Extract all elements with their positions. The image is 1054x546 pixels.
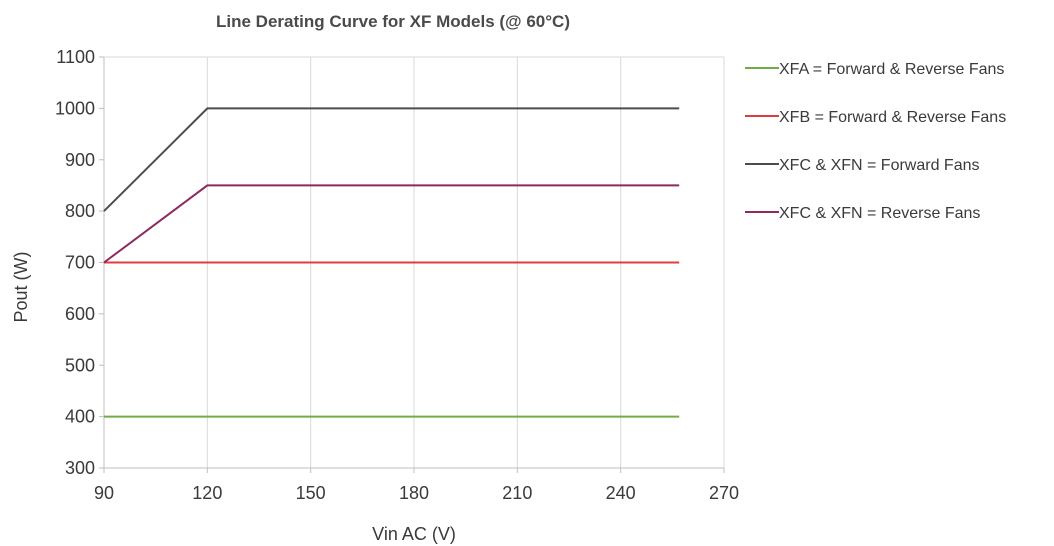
legend: XFA = Forward & Reverse Fans XFB = Forwar…	[745, 61, 1006, 222]
x-axis-label: Vin AC (V)	[372, 524, 456, 544]
x-tick-label: 180	[399, 483, 429, 503]
x-tick-label: 210	[502, 483, 532, 503]
y-tick-label: 300	[65, 458, 95, 478]
legend-label: XFC & XFN = Reverse Fans	[779, 205, 980, 222]
x-tick-label: 90	[94, 483, 114, 503]
series-line-3	[103, 107, 680, 212]
y-tick-label: 600	[65, 304, 95, 324]
x-tick-label: 150	[296, 483, 326, 503]
y-axis-ticks: 300 400 500 600 700 800 900 1000 1100	[55, 47, 104, 478]
x-tick-label: 120	[192, 483, 222, 503]
x-tick-label: 240	[606, 483, 636, 503]
series-line-4	[103, 184, 680, 264]
x-axis-ticks: 90 120 150 180 210 240 270	[94, 468, 739, 503]
legend-label: XFA = Forward & Reverse Fans	[779, 61, 1004, 78]
y-tick-label: 500	[65, 355, 95, 375]
y-tick-label: 700	[65, 253, 95, 273]
y-axis-label: Pout (W)	[11, 251, 31, 322]
y-tick-label: 1000	[55, 98, 95, 118]
y-tick-label: 800	[65, 201, 95, 221]
chart-title: Line Derating Curve for XF Models (@ 60°…	[216, 12, 570, 31]
legend-label: XFB = Forward & Reverse Fans	[779, 109, 1006, 126]
y-tick-label: 1100	[56, 47, 95, 67]
y-tick-label: 900	[65, 150, 95, 170]
x-tick-label: 270	[709, 483, 739, 503]
legend-label: XFC & XFN = Forward Fans	[779, 157, 980, 174]
series-lines	[103, 107, 680, 418]
y-tick-label: 400	[65, 407, 95, 427]
